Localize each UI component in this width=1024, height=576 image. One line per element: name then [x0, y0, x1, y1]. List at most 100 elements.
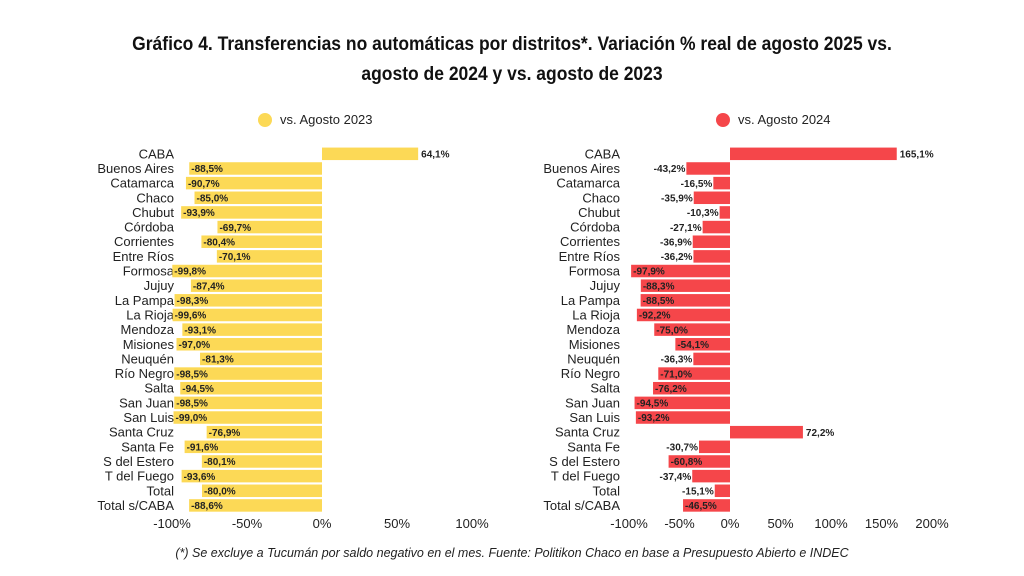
left-value-label: -99,8%	[174, 267, 206, 278]
right-value-label: -15,1%	[682, 486, 714, 497]
left-category-label: La Rioja	[126, 307, 174, 322]
right-bar	[698, 440, 730, 454]
left-category-label: Santa Fe	[121, 439, 174, 454]
left-bar	[180, 381, 322, 395]
left-category-label: San Luis	[123, 410, 174, 425]
left-value-label: -80,0%	[204, 486, 236, 497]
right-bar	[692, 235, 730, 248]
right-bar	[658, 367, 730, 380]
left-category-label: T del Fuego	[105, 469, 174, 484]
left-value-label: -87,4%	[193, 281, 225, 292]
left-category-label: Corrientes	[114, 234, 174, 249]
right-category-label: Río Negro	[561, 366, 620, 381]
right-bar	[634, 396, 730, 410]
left-bar	[202, 484, 322, 498]
right-bar	[692, 469, 730, 483]
left-x-tick-label: 100%	[455, 516, 489, 531]
right-category-label: CABA	[585, 146, 621, 161]
right-value-label: -97,9%	[633, 267, 665, 278]
left-value-label: -97,0%	[179, 340, 211, 351]
left-value-label: 64,1%	[421, 150, 449, 161]
right-category-label: San Juan	[565, 395, 620, 410]
right-value-label: -93,2%	[638, 413, 670, 424]
left-value-label: -88,5%	[191, 164, 223, 175]
right-bar	[640, 279, 730, 292]
right-x-tick-label: 50%	[767, 516, 793, 531]
right-bar	[714, 484, 730, 498]
right-x-tick-label: -50%	[664, 516, 695, 531]
right-category-label: Mendoza	[567, 322, 621, 337]
left-category-label: Chubut	[132, 205, 174, 220]
right-x-tick-label: 200%	[915, 516, 949, 531]
right-bar	[654, 323, 730, 336]
left-bar	[189, 499, 322, 512]
left-value-label: -99,6%	[175, 311, 207, 322]
right-value-label: -37,4%	[660, 472, 692, 483]
left-bar	[176, 338, 322, 351]
legend-left-swatch	[258, 112, 272, 127]
left-bar	[173, 411, 322, 424]
right-category-label: Formosa	[569, 264, 621, 279]
right-value-label: -36,9%	[660, 237, 692, 248]
right-bar	[631, 264, 730, 278]
right-value-label: -88,3%	[643, 281, 675, 292]
right-bar	[693, 191, 730, 205]
right-category-label: T del Fuego	[551, 469, 620, 484]
right-category-label: Total	[593, 483, 621, 498]
right-value-label: -92,2%	[639, 311, 671, 322]
right-bar	[668, 455, 730, 468]
left-value-label: -70,1%	[219, 252, 251, 263]
right-value-label: -60,8%	[671, 457, 703, 468]
right-bar	[713, 176, 730, 190]
left-category-label: San Juan	[119, 395, 174, 410]
right-bar	[653, 381, 730, 395]
right-bar	[693, 352, 730, 366]
left-category-label: Córdoba	[124, 220, 175, 235]
chart-title-line-2: agosto de 2024 y vs. agosto de 2023	[361, 64, 663, 85]
right-x-tick-label: 0%	[721, 516, 740, 531]
left-x-tick-label: 50%	[384, 516, 410, 531]
right-category-label: La Rioja	[572, 307, 620, 322]
right-bar	[702, 220, 730, 234]
left-category-label: Jujuy	[144, 278, 175, 293]
right-category-label: Salta	[590, 381, 620, 396]
left-bar	[172, 264, 322, 278]
right-category-label: Total s/CABA	[543, 498, 620, 513]
left-value-label: -76,9%	[209, 428, 241, 439]
left-bar	[322, 147, 419, 161]
left-x-tick-label: 0%	[313, 516, 332, 531]
right-category-label: Entre Ríos	[559, 249, 621, 264]
left-value-label: -69,7%	[219, 223, 251, 234]
left-value-label: -93,9%	[183, 208, 215, 219]
left-category-label: Río Negro	[115, 366, 174, 381]
right-value-label: -94,5%	[637, 399, 669, 410]
left-value-label: -98,3%	[177, 296, 209, 307]
left-category-label: Salta	[144, 381, 174, 396]
left-bar	[217, 220, 322, 234]
right-bar	[675, 338, 730, 351]
right-bar	[719, 206, 730, 219]
left-category-label: S del Estero	[103, 454, 174, 469]
right-bar	[640, 294, 730, 307]
right-value-label: -30,7%	[666, 443, 698, 454]
right-bar	[730, 147, 897, 161]
left-bar	[182, 323, 322, 336]
right-value-label: -54,1%	[677, 340, 709, 351]
left-value-label: -88,6%	[191, 501, 223, 512]
right-category-label: Neuquén	[567, 351, 620, 366]
right-category-label: San Luis	[569, 410, 620, 425]
left-category-label: Catamarca	[110, 176, 174, 191]
right-value-label: 165,1%	[900, 150, 934, 161]
left-category-label: Buenos Aires	[97, 161, 174, 176]
left-bar	[174, 396, 322, 410]
right-value-label: -27,1%	[670, 223, 702, 234]
left-value-label: -90,7%	[188, 179, 220, 190]
right-value-label: -10,3%	[687, 208, 719, 219]
left-category-label: Total	[147, 483, 175, 498]
left-value-label: -81,3%	[202, 355, 234, 366]
left-bar	[201, 455, 322, 468]
right-x-tick-label: 150%	[865, 516, 899, 531]
right-x-tick-label: -100%	[610, 516, 648, 531]
right-value-label: -43,2%	[654, 164, 686, 175]
